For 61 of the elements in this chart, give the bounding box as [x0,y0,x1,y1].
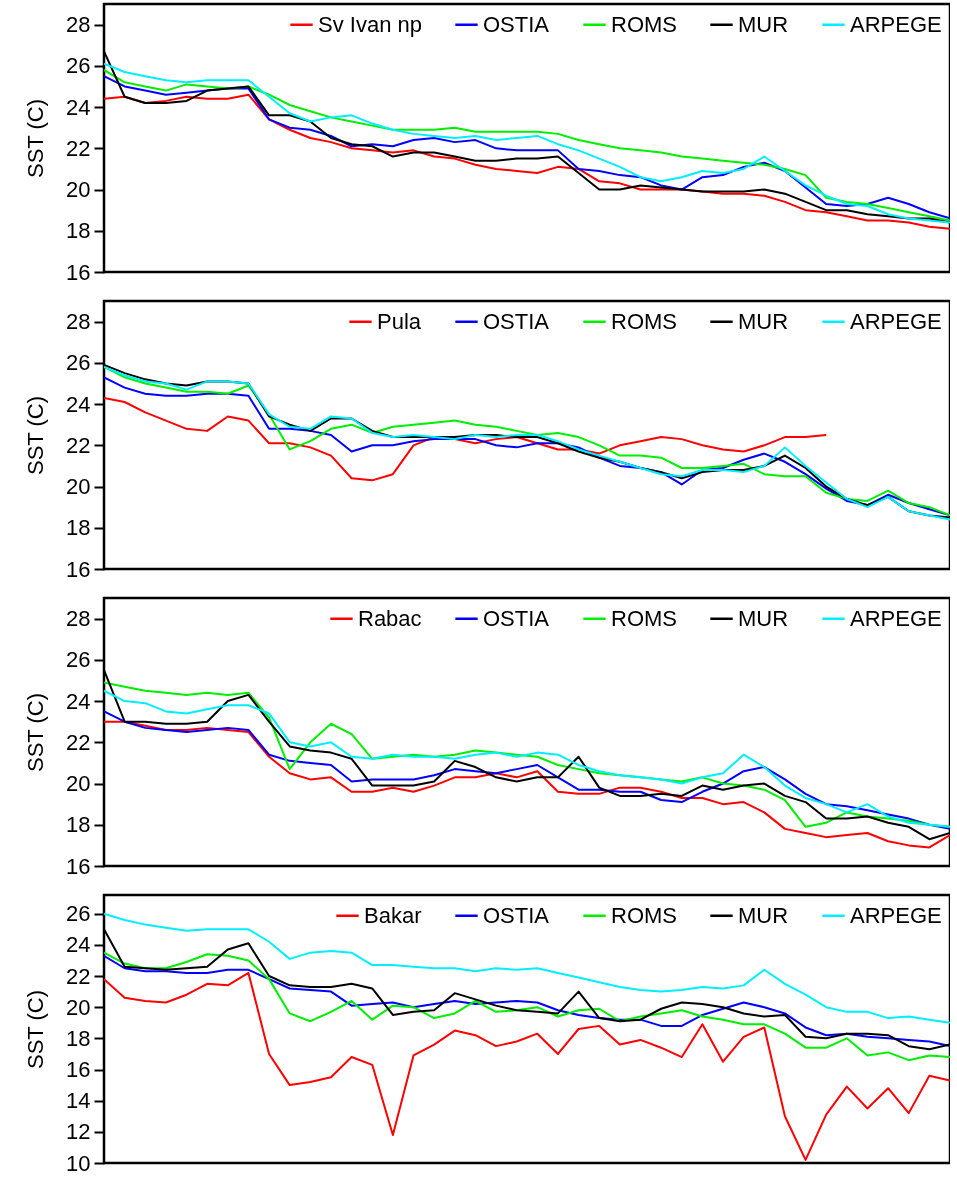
y-tick-label: 22 [66,963,91,989]
y-tick-label: 18 [66,218,91,244]
y-axis-title: SST (C) [23,989,49,1070]
legend-label: MUR [738,11,789,37]
y-tick-label: 28 [66,606,91,632]
y-tick-label: 16 [66,853,91,879]
y-tick-label: 20 [66,474,91,500]
legend-label: Rabac [358,605,422,631]
y-tick-label: 18 [66,812,91,838]
line-series [104,954,950,1048]
y-tick-label: 22 [66,729,91,755]
y-tick-label: 18 [66,515,91,541]
y-tick-label: 26 [66,901,91,927]
y-tick-label: 22 [66,135,91,161]
y-tick-label: 16 [66,556,91,582]
legend-label: OSTIA [483,605,550,631]
legend-label: OSTIA [483,308,550,334]
y-tick-label: 28 [66,309,91,335]
legend-label: ROMS [611,11,677,37]
y-tick-label: 20 [66,994,91,1020]
legend-label: MUR [738,902,789,928]
y-tick-label: 20 [66,177,91,203]
legend-label: ARPEGE [850,11,942,37]
y-tick-label: 24 [66,94,91,120]
legend-label: OSTIA [483,902,550,928]
legend-label: Pula [377,308,422,334]
legend-label: OSTIA [483,11,550,37]
y-tick-label: 24 [66,391,91,417]
legend-label: MUR [738,605,789,631]
legend-label: ROMS [611,605,677,631]
legend-label: ROMS [611,902,677,928]
line-series [104,971,950,1161]
y-tick-label: 12 [66,1119,91,1145]
legend-label: Sv Ivan np [318,11,422,37]
y-tick-label: 26 [66,350,91,376]
y-tick-label: 10 [66,1150,91,1176]
y-axis-title: SST (C) [23,395,49,476]
line-series [104,720,950,849]
y-tick-label: 28 [66,12,91,38]
y-tick-label: 22 [66,432,91,458]
y-tick-label: 18 [66,1025,91,1051]
legend-label: ARPEGE [850,902,942,928]
y-tick-label: 26 [66,53,91,79]
line-series [104,951,950,1062]
line-series [104,710,950,830]
line-series [104,396,828,482]
y-tick-label: 24 [66,688,91,714]
y-tick-label: 16 [66,259,91,285]
y-tick-label: 20 [66,771,91,797]
y-tick-label: 14 [66,1088,91,1114]
legend-label: ROMS [611,308,677,334]
y-axis-title: SST (C) [23,692,49,773]
y-axis-title: SST (C) [23,98,49,179]
legend-label: MUR [738,308,789,334]
y-tick-label: 24 [66,932,91,958]
legend-label: ARPEGE [850,605,942,631]
y-tick-label: 26 [66,647,91,673]
line-series [104,93,950,230]
legend-label: Bakar [364,902,422,928]
y-tick-label: 16 [66,1057,91,1083]
legend-label: ARPEGE [850,308,942,334]
